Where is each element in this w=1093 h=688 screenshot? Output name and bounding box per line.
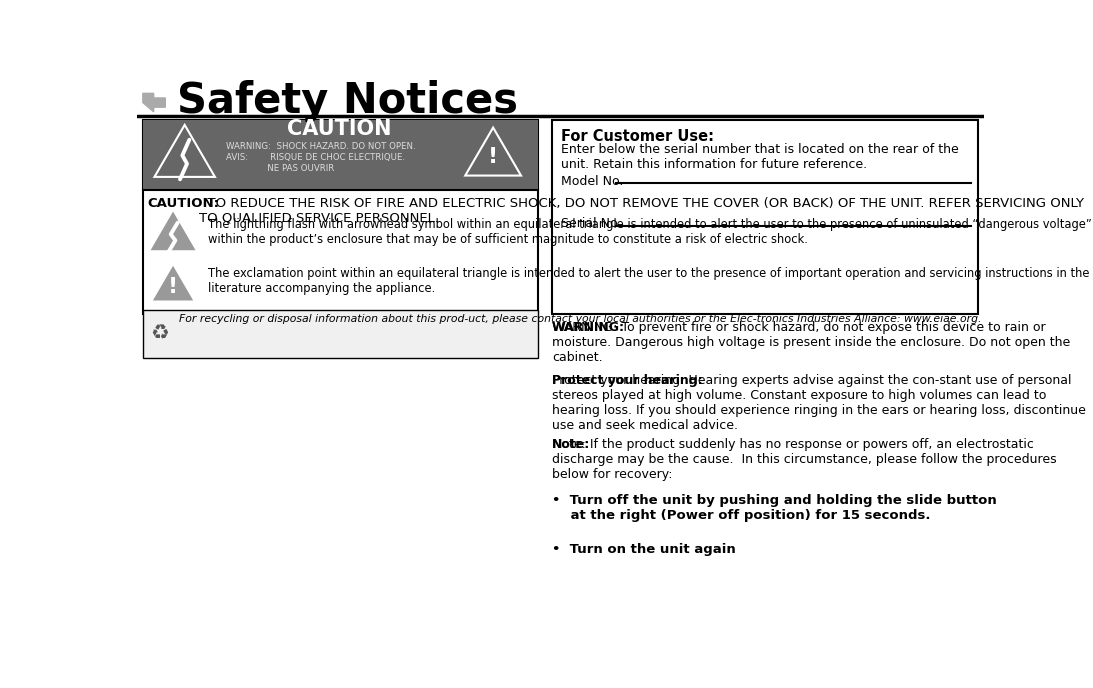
Polygon shape	[151, 211, 196, 250]
Text: WARNING:: WARNING:	[552, 321, 625, 334]
Polygon shape	[154, 125, 215, 177]
Polygon shape	[153, 266, 193, 301]
Text: AVIS:        RISQUE DE CHOC ELECTRIQUE.: AVIS: RISQUE DE CHOC ELECTRIQUE.	[226, 153, 404, 162]
Bar	[143, 120, 538, 191]
Text: For Customer Use:: For Customer Use:	[561, 129, 714, 144]
Text: Note: If the product suddenly has no response or powers off, an electrostatic di: Note: If the product suddenly has no res…	[552, 438, 1057, 482]
Text: !: !	[489, 147, 498, 167]
Text: WARNING: To prevent fire or shock hazard, do not expose this device to rain or m: WARNING: To prevent fire or shock hazard…	[552, 321, 1070, 364]
Text: Protect your hearing:: Protect your hearing:	[552, 374, 703, 387]
Text: TO REDUCE THE RISK OF FIRE AND ELECTRIC SHOCK, DO NOT REMOVE THE COVER (OR BACK): TO REDUCE THE RISK OF FIRE AND ELECTRIC …	[199, 197, 1083, 224]
Text: ♻: ♻	[151, 323, 169, 343]
Text: The lightning flash with arrowhead symbol within an equilateral triangle is inte: The lightning flash with arrowhead symbo…	[208, 218, 1092, 246]
Text: Safety Notices: Safety Notices	[177, 80, 518, 122]
FancyBboxPatch shape	[143, 120, 538, 314]
Text: NE PAS OUVRIR: NE PAS OUVRIR	[226, 164, 334, 173]
Text: Protect your hearing: Hearing experts advise against the con-stant use of person: Protect your hearing: Hearing experts ad…	[552, 374, 1086, 431]
Text: For recycling or disposal information about this prod-uct, please contact your l: For recycling or disposal information ab…	[179, 314, 982, 323]
Text: !: !	[168, 277, 178, 297]
Text: Note:: Note:	[552, 438, 590, 451]
FancyBboxPatch shape	[552, 120, 977, 314]
Text: Model No.: Model No.	[561, 175, 623, 188]
Polygon shape	[466, 127, 521, 175]
Polygon shape	[143, 94, 165, 112]
Text: •  Turn off the unit by pushing and holding the slide button
    at the right (P: • Turn off the unit by pushing and holdi…	[552, 494, 997, 522]
Text: The exclamation point within an equilateral triangle is intended to alert the us: The exclamation point within an equilate…	[208, 268, 1090, 295]
Text: Enter below the serial number that is located on the rear of the
unit. Retain th: Enter below the serial number that is lo…	[561, 142, 959, 171]
Text: CAUTION:: CAUTION:	[148, 197, 220, 210]
FancyBboxPatch shape	[143, 310, 538, 358]
Text: WARNING:  SHOCK HAZARD. DO NOT OPEN.: WARNING: SHOCK HAZARD. DO NOT OPEN.	[226, 142, 415, 151]
Text: CAUTION: CAUTION	[286, 119, 391, 139]
Text: •  Turn on the unit again: • Turn on the unit again	[552, 543, 736, 556]
Text: Serial No.: Serial No.	[561, 217, 621, 230]
